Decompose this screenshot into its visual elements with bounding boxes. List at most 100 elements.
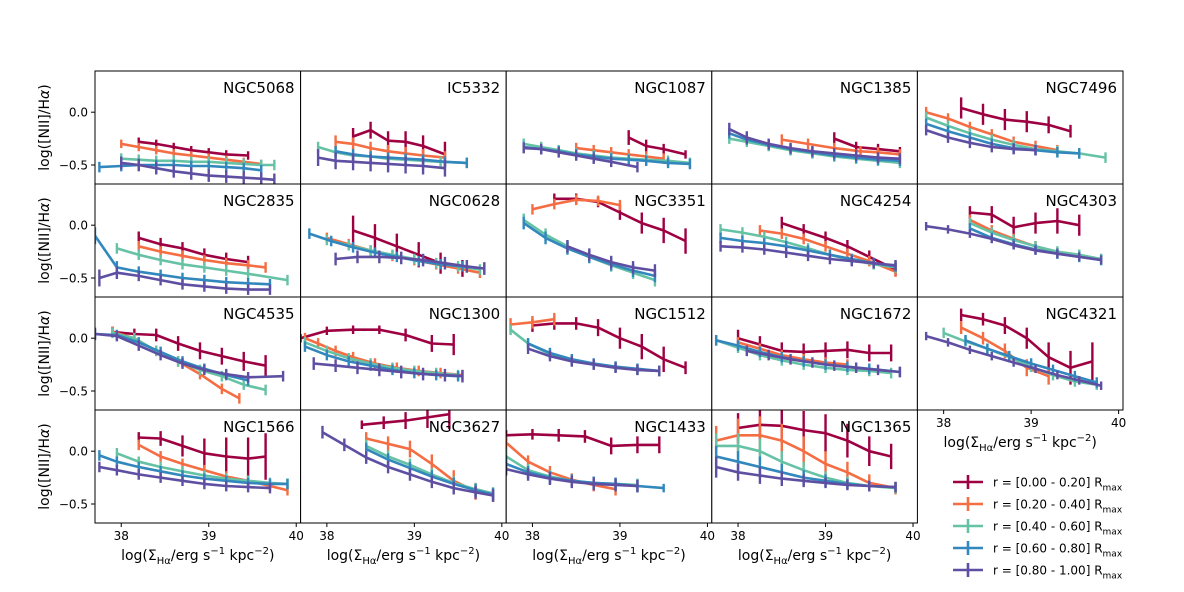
panel-grid: NGC5068 0.0 −0.5 IC5332 NGC1087 NGC1385 NGC749…: [59, 70, 1126, 543]
series-line: [925, 128, 1036, 152]
panel-title: NGC5068: [223, 79, 295, 97]
series-line: [833, 137, 901, 153]
series-4: [312, 357, 464, 383]
panel-ngc1385: NGC1385: [711, 70, 918, 185]
series-line: [925, 122, 1080, 155]
series-line: [98, 454, 288, 486]
legend: r = [0.00 - 0.20] Rmax r = [0.20 - 0.40] …: [953, 475, 1123, 582]
panel-ngc4303: NGC4303: [916, 183, 1124, 298]
x-axis-label: log(ΣHα/erg s−1 kpc−2): [944, 433, 1097, 454]
legend-label: r = [0.00 - 0.20] Rmax: [993, 476, 1123, 494]
panel-ngc5068: NGC5068 0.0 −0.5: [59, 70, 302, 185]
series-0: [968, 206, 1081, 238]
panel-background: [917, 297, 1123, 410]
y-tick-label: 0.0: [69, 106, 88, 120]
plot-area: [719, 216, 897, 277]
series-0: [300, 325, 455, 356]
legend-label: r = [0.40 - 0.60] Rmax: [993, 520, 1123, 538]
plot-area: [98, 137, 276, 184]
series-0: [959, 308, 1094, 385]
panel-title: NGC4254: [840, 192, 912, 210]
panel-ngc1300: NGC1300: [300, 296, 507, 411]
x-tick-label: 39: [201, 529, 216, 543]
series-0: [736, 329, 893, 362]
plot-area: [714, 329, 902, 379]
panel-ngc7496: NGC7496: [916, 70, 1124, 185]
x-tick-label: 38: [114, 529, 129, 543]
panel-ngc2835: NGC2835 0.0 −0.5: [59, 183, 302, 298]
panel-title: NGC1300: [429, 305, 501, 323]
legend-item-2: r = [0.40 - 0.60] Rmax: [953, 519, 1123, 538]
x-tick-label: 38: [936, 416, 951, 430]
panel-title: NGC4303: [1046, 192, 1118, 210]
plot-area: [924, 97, 1107, 163]
series-line: [781, 138, 901, 156]
series-line: [138, 236, 249, 264]
series-4: [728, 122, 902, 164]
series-4: [321, 425, 495, 502]
series-4: [924, 222, 1103, 265]
series-line: [313, 362, 463, 378]
panel-title: NGC4321: [1046, 305, 1118, 323]
series-4: [526, 343, 661, 377]
panel-ngc3351: NGC3351: [505, 183, 713, 298]
series-line: [304, 341, 459, 377]
x-tick-label: 40: [494, 529, 509, 543]
panel-title: NGC4535: [223, 305, 295, 323]
x-tick-label: 39: [1023, 416, 1038, 430]
panel-background: [711, 71, 918, 184]
panel-title: IC5332: [447, 79, 500, 97]
panel-ngc1512: NGC1512: [505, 296, 713, 411]
series-line: [352, 128, 446, 156]
series-4: [98, 461, 272, 494]
panel-ngc1672: NGC1672: [711, 296, 918, 411]
panel-title: NGC2835: [223, 192, 295, 210]
legend-item-4: r = [0.80 - 1.00] Rmax: [953, 563, 1123, 582]
plot-area: [98, 431, 289, 496]
panel-title: NGC3351: [634, 192, 706, 210]
x-axis-label: log(ΣHα/erg s−1 kpc−2): [532, 546, 685, 567]
legend-item-0: r = [0.00 - 0.20] Rmax: [953, 475, 1123, 494]
panel-title: NGC1365: [840, 418, 912, 436]
series-4: [334, 250, 486, 275]
legend-label: r = [0.60 - 0.80] Rmax: [993, 542, 1123, 560]
panel-frame: [711, 409, 918, 524]
y-axis-label: log([NII]/Hα): [37, 310, 53, 396]
panel-title: NGC1433: [634, 418, 706, 436]
x-axis-label: log(ΣHα/erg s−1 kpc−2): [121, 546, 274, 567]
panel-ngc1433: NGC1433 38 39 40: [505, 409, 715, 543]
series-0: [506, 429, 661, 455]
x-axis-labels: log(ΣHα/erg s−1 kpc−2) log(ΣHα/erg s−1 kp…: [121, 433, 1097, 567]
panel-title: NGC1566: [223, 418, 295, 436]
y-tick-label: −0.5: [59, 497, 88, 511]
series-0: [360, 410, 451, 430]
panel-title: NGC3627: [429, 418, 501, 436]
legend-label: r = [0.20 - 0.40] Rmax: [993, 498, 1123, 516]
series-line: [506, 441, 616, 491]
plot-area: [95, 227, 289, 295]
panel-ngc4254: NGC4254: [711, 183, 918, 298]
y-axis-label: log([NII]/Hα): [37, 197, 53, 283]
series-4: [714, 456, 897, 493]
series-line: [576, 146, 664, 160]
series-line: [532, 322, 687, 370]
panel-ngc4321: NGC4321 38 39 40: [916, 296, 1126, 430]
y-tick-label: 0.0: [69, 219, 88, 233]
series-4: [98, 266, 272, 295]
series-line: [737, 336, 892, 355]
series-0: [137, 431, 267, 480]
series-line: [335, 150, 467, 165]
plot-area: [924, 308, 1103, 390]
series-line: [335, 255, 485, 270]
x-tick-label: 40: [1111, 416, 1126, 430]
series-0: [959, 97, 1072, 138]
plot-area: [924, 206, 1103, 266]
plot-area: [321, 410, 495, 502]
legend-item-3: r = [0.60 - 0.80] Rmax: [953, 541, 1123, 560]
legend-item-1: r = [0.20 - 0.40] Rmax: [953, 497, 1123, 516]
series-line: [969, 211, 1080, 229]
panel-title: NGC0628: [429, 192, 501, 210]
series-4: [506, 462, 639, 493]
plot-area: [95, 326, 285, 404]
